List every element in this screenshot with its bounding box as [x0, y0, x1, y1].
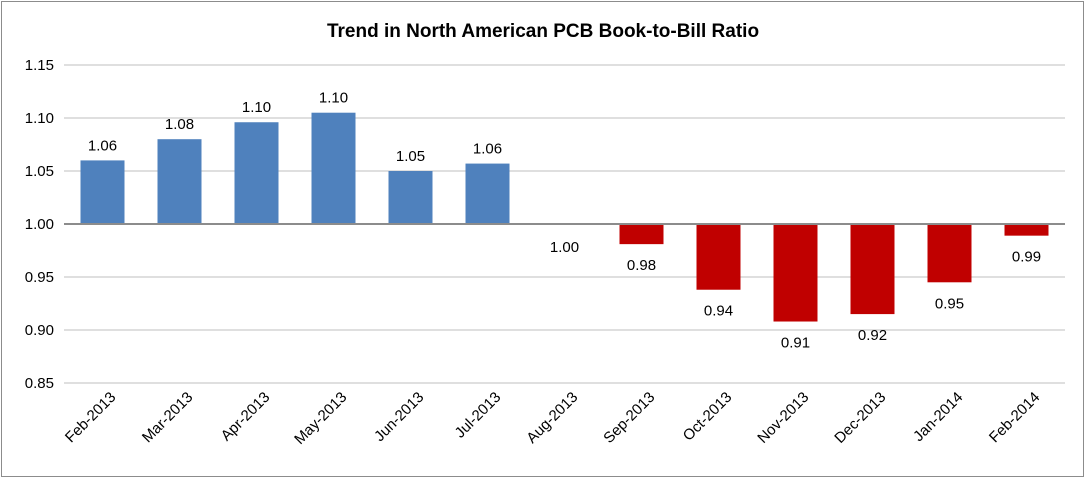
y-tick-label: 0.90 — [25, 322, 54, 339]
bar — [311, 112, 356, 224]
x-axis-categories: Feb-2013 Mar-2013 Apr-2013 May-2013 Jun-2013… — [62, 389, 1043, 448]
data-label: 1.05 — [396, 148, 425, 165]
bar — [850, 224, 895, 315]
data-label: 0.91 — [781, 335, 810, 352]
bar — [234, 122, 279, 224]
y-tick-label: 1.05 — [25, 163, 54, 180]
x-tick-label: May-2013 — [291, 389, 350, 448]
y-tick-label: 1.15 — [25, 57, 54, 74]
x-tick-label: Mar-2013 — [139, 389, 196, 446]
data-label: 1.10 — [242, 99, 271, 116]
x-tick-label: Apr-2013 — [218, 389, 274, 445]
data-label: 1.06 — [473, 141, 502, 158]
bar — [773, 224, 818, 322]
x-tick-label: Feb-2013 — [62, 389, 119, 446]
y-tick-label: 0.85 — [25, 375, 54, 392]
data-label: 0.98 — [627, 257, 656, 274]
data-label: 0.92 — [858, 327, 887, 344]
x-tick-label: Sep-2013 — [600, 389, 658, 447]
bar — [388, 171, 433, 224]
bar — [927, 224, 972, 283]
data-label: 0.99 — [1012, 249, 1041, 266]
x-tick-label: Oct-2013 — [680, 389, 736, 445]
data-labels: 1.06 1.08 1.10 1.10 1.05 1.06 1.00 0.98 0.94 0.91… — [88, 90, 1041, 352]
bar — [1004, 224, 1049, 236]
x-tick-label: Nov-2013 — [754, 389, 812, 447]
data-label: 0.94 — [704, 303, 733, 320]
data-label: 1.10 — [319, 90, 348, 107]
x-tick-label: Dec-2013 — [831, 389, 889, 447]
data-label: 1.08 — [165, 116, 194, 133]
y-tick-label: 1.00 — [25, 216, 54, 233]
bars — [80, 112, 1049, 322]
x-tick-label: Aug-2013 — [523, 389, 581, 447]
gridlines — [64, 64, 1065, 384]
y-tick-label: 0.95 — [25, 269, 54, 286]
bar — [619, 224, 664, 245]
bar — [696, 224, 741, 290]
x-tick-label: Feb-2014 — [986, 389, 1043, 446]
bar — [465, 163, 510, 224]
bar — [157, 139, 202, 224]
chart-title: Trend in North American PCB Book-to-Bill… — [327, 21, 759, 42]
x-tick-label: Jun-2013 — [371, 389, 427, 445]
y-axis-ticks: 1.15 1.10 1.05 1.00 0.95 0.90 0.85 — [25, 57, 54, 392]
x-tick-label: Jul-2013 — [452, 389, 505, 442]
y-tick-label: 1.10 — [25, 110, 54, 127]
x-tick-label: Jan-2014 — [910, 389, 966, 445]
data-label: 1.00 — [550, 239, 579, 256]
data-label: 1.06 — [88, 137, 117, 154]
bar — [80, 160, 125, 224]
data-label: 0.95 — [935, 295, 964, 312]
